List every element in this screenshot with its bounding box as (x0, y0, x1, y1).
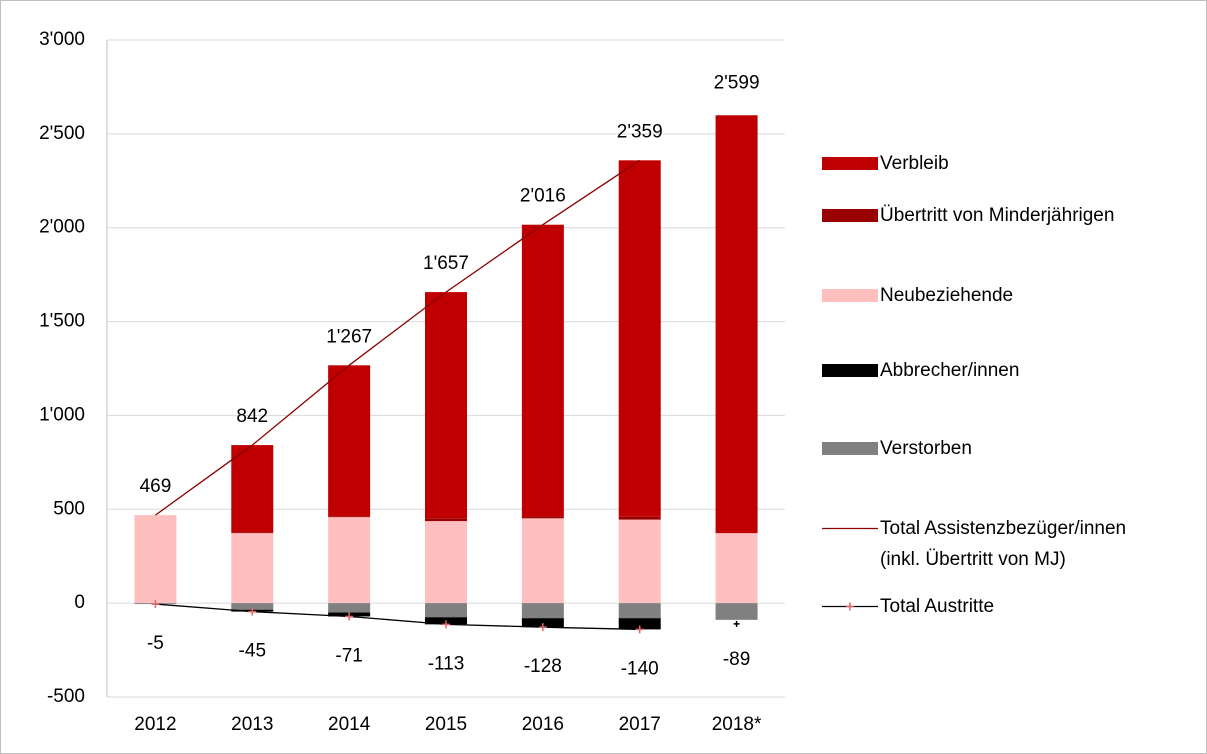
bar (425, 603, 467, 618)
value-label: 1'657 (423, 253, 469, 274)
marker (151, 600, 160, 609)
bar (425, 521, 467, 604)
legend-item: Total Assistenzbezüger/innen (inkl. Über… (822, 513, 1126, 575)
line (155, 159, 641, 516)
bar (618, 160, 661, 517)
bar (231, 603, 274, 610)
legend-item: Total Austritte (822, 591, 994, 622)
legend-swatch (822, 289, 878, 302)
marker (733, 620, 740, 627)
bar (521, 603, 564, 619)
bar (521, 518, 564, 604)
x-tick-label: 2015 (425, 714, 467, 735)
marker (442, 620, 450, 629)
y-tick-label: 2'500 (39, 123, 85, 144)
bar (618, 519, 661, 604)
legend-swatch (822, 442, 878, 455)
marker (248, 607, 257, 616)
bar (618, 618, 661, 630)
bar (521, 516, 564, 519)
y-tick-label: 0 (74, 592, 85, 613)
marker (635, 625, 644, 634)
x-tick-label: 2018* (712, 714, 762, 735)
legend-label: Neubeziehende (880, 285, 1014, 306)
legend-swatch (822, 157, 878, 170)
y-tick-label: 3'000 (39, 29, 85, 50)
bar (715, 603, 758, 620)
bar (328, 365, 371, 517)
bar (425, 518, 467, 522)
bar (134, 515, 177, 604)
bar (618, 603, 661, 619)
y-tick-label: 1'500 (39, 311, 85, 332)
x-tick-label: 2017 (619, 714, 661, 735)
x-tick-label: 2012 (134, 714, 176, 735)
value-label: -128 (524, 656, 562, 677)
value-label: -89 (723, 649, 750, 670)
bar (715, 533, 758, 604)
bar (521, 618, 564, 628)
bar (231, 533, 274, 604)
line (155, 603, 640, 631)
legend-line (822, 602, 878, 611)
legend-item: Abbrecher/innen (822, 355, 1019, 386)
bar (231, 532, 274, 534)
marker (345, 612, 354, 621)
bar (521, 224, 564, 517)
bar (425, 292, 467, 519)
value-label: 2'599 (714, 72, 760, 93)
legend-label: Verstorben (880, 438, 972, 459)
value-label: 1'267 (326, 326, 372, 347)
value-label: -71 (335, 645, 362, 666)
legend-item: Übertritt von Minderjährigen (822, 200, 1114, 231)
bar (715, 115, 758, 534)
value-label: -113 (428, 653, 465, 674)
bar (618, 516, 661, 520)
legend-swatch (822, 209, 878, 222)
bar (328, 516, 371, 518)
legend-label: Verbleib (880, 153, 949, 174)
legend-line (822, 527, 878, 530)
y-tick-label: 2'000 (39, 217, 85, 238)
legend-item: Verstorben (822, 433, 972, 464)
x-tick-label: 2014 (328, 714, 371, 735)
legend-label: Total Austritte (880, 596, 995, 617)
x-tick-label: 2016 (522, 714, 564, 735)
bar (231, 445, 274, 533)
legend-label: Abbrecher/innen (880, 360, 1020, 381)
value-label: -45 (239, 641, 266, 662)
legend-label: Übertritt von Minderjährigen (880, 205, 1115, 226)
value-label: 842 (236, 406, 268, 427)
y-tick-label: -500 (47, 686, 85, 707)
marker (538, 623, 547, 632)
bar (328, 603, 371, 613)
value-label: 2'016 (520, 186, 566, 207)
legend-swatch (822, 591, 878, 622)
y-tick-label: 500 (53, 498, 85, 519)
value-label: -5 (147, 633, 164, 654)
x-tick-label: 2013 (231, 714, 273, 735)
value-label: 2'359 (617, 121, 663, 142)
legend-swatch (822, 364, 878, 377)
y-tick-label: 1'000 (39, 404, 85, 425)
legend-item: Verbleib (822, 148, 949, 179)
bar (328, 517, 371, 604)
value-label: 469 (140, 476, 172, 497)
legend-label: Total Assistenzbezüger/innen (inkl. Über… (880, 518, 1127, 570)
legend-item: Neubeziehende (822, 280, 1013, 311)
value-label: -140 (621, 658, 659, 679)
legend-swatch (822, 513, 878, 544)
